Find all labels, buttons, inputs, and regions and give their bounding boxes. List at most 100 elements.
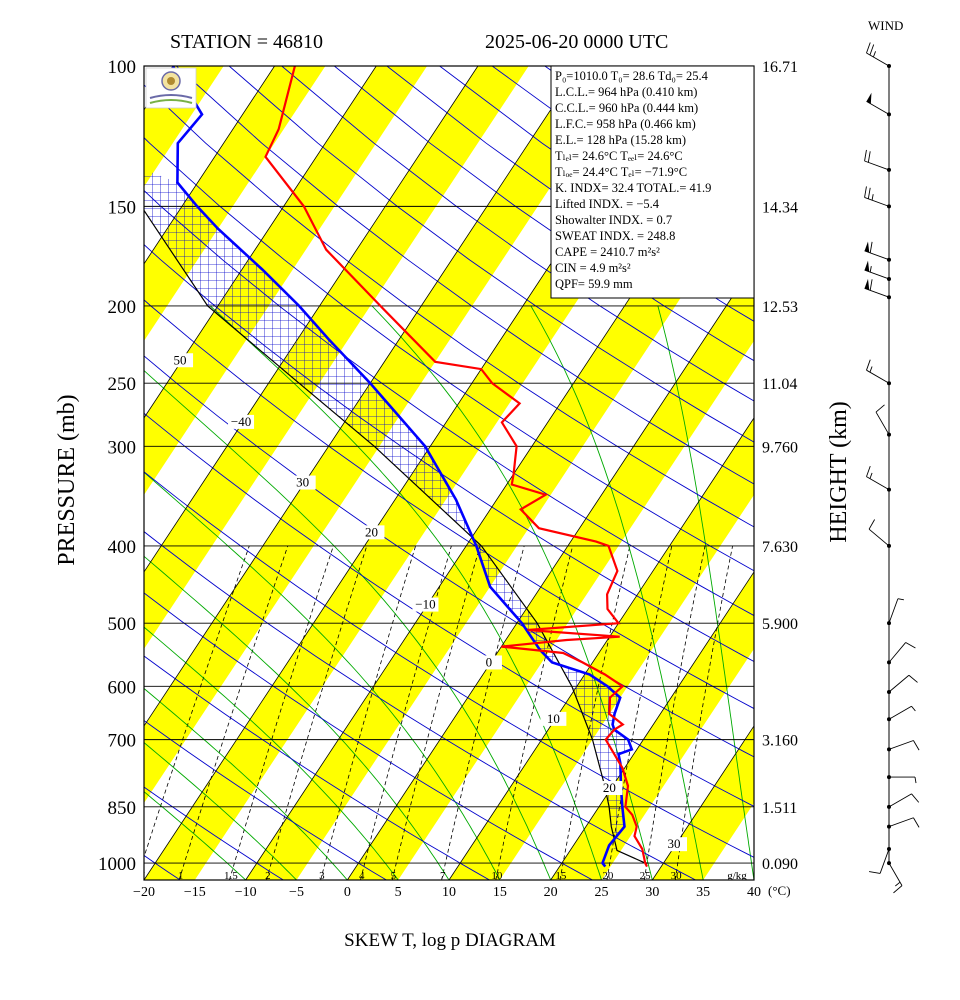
temperature-tick-label: 30 bbox=[645, 885, 659, 900]
wind-barb bbox=[887, 861, 903, 894]
station-title: STATION = 46810 bbox=[170, 31, 323, 53]
wind-barb-shaft bbox=[888, 862, 903, 886]
temp-unit-label: (°C) bbox=[768, 883, 791, 898]
wind-barb bbox=[869, 846, 891, 874]
temperature-tick-label: 40 bbox=[747, 885, 761, 900]
index-line: C.C.L.= 960 hPa (0.444 km) bbox=[555, 101, 698, 115]
wind-barb bbox=[887, 740, 920, 752]
temperature-band bbox=[144, 66, 428, 495]
isotherm-line bbox=[651, 725, 754, 880]
mixing-ratio-line bbox=[360, 545, 452, 880]
wind-barb-shaft bbox=[864, 160, 890, 171]
dry-adiabat bbox=[176, 66, 754, 485]
index-line: Lifted INDX. = −5.4 bbox=[555, 197, 660, 211]
isotherm-label: 20 bbox=[603, 780, 616, 795]
temperature-labels: −20 −15 −10 −5 0 5 10 15 20 25 30 35 40 bbox=[133, 885, 761, 900]
mixing-ratio-label: 10 bbox=[491, 870, 503, 882]
moist-adiabat bbox=[144, 791, 247, 880]
temperature-tick-label: −20 bbox=[133, 885, 155, 900]
wind-barb bbox=[868, 519, 891, 548]
height-label: 16.71 bbox=[762, 59, 798, 76]
moist-adiabat bbox=[144, 687, 348, 880]
temperature-tick-label: 10 bbox=[442, 885, 456, 900]
wind-barb-flag bbox=[866, 92, 872, 104]
height-label: 3.160 bbox=[762, 733, 798, 750]
wind-barb-half-feather bbox=[911, 705, 916, 712]
wind-barb bbox=[864, 278, 891, 300]
isotherm-label-bg bbox=[412, 597, 439, 612]
dry-adiabat bbox=[144, 189, 754, 617]
isotherm-label: −80 bbox=[0, 166, 8, 181]
wind-barb-feather bbox=[868, 519, 876, 530]
temperature-tick-label: 25 bbox=[595, 885, 609, 900]
temperature-tick-label: −15 bbox=[184, 885, 206, 900]
index-line: QPF= 59.9 mm bbox=[555, 277, 633, 291]
indices-box: P₀=1010.0 T₀= 28.6 Td₀= 25.4 L.C.L.= 964 … bbox=[550, 65, 755, 299]
wind-barb bbox=[887, 674, 918, 694]
dry-adiabat bbox=[144, 719, 387, 880]
mixing-ratio-label: 15 bbox=[555, 870, 567, 882]
isotherm-label-bg bbox=[289, 475, 316, 490]
parcel-curve bbox=[144, 209, 646, 864]
wind-barb bbox=[866, 92, 891, 117]
pressure-label: 250 bbox=[108, 374, 137, 395]
temperature-tick-label: 5 bbox=[395, 885, 402, 900]
isotherm-label: 30 bbox=[296, 475, 309, 490]
pressure-label: 850 bbox=[108, 798, 137, 819]
moist-adiabat bbox=[144, 555, 450, 880]
wind-barb-shaft bbox=[888, 793, 912, 808]
wind-barb-shaft bbox=[888, 740, 914, 750]
wind-barb-feather bbox=[913, 817, 920, 828]
mixing-ratio-lines bbox=[144, 545, 733, 880]
pressure-label: 200 bbox=[108, 297, 137, 318]
wind-barb-half-feather bbox=[872, 51, 876, 58]
wind-barb-feather bbox=[864, 149, 867, 162]
isotherm-label: 50 bbox=[174, 352, 187, 367]
isotherm-label: 30 bbox=[668, 836, 681, 851]
wind-barb-shaft bbox=[888, 674, 910, 693]
dry-adiabat bbox=[144, 299, 754, 710]
wind-barb-shaft bbox=[875, 411, 890, 435]
index-line: Tₗₒₑ= 24.4°C Tₑₗ= −71.9°C bbox=[555, 165, 687, 179]
isotherm-line bbox=[753, 879, 754, 880]
height-labels: 16.71 14.34 12.53 11.04 9.760 7.630 5.900 3.160… bbox=[762, 59, 798, 873]
wind-barb bbox=[864, 186, 891, 209]
wind-barb-flag bbox=[864, 241, 870, 253]
height-axis-label: HEIGHT (km) bbox=[826, 401, 852, 543]
pressure-label: 700 bbox=[108, 731, 137, 752]
mixing-ratio-label: 1 bbox=[178, 870, 184, 882]
height-label: 7.630 bbox=[762, 539, 798, 556]
isotherm-line bbox=[144, 66, 377, 419]
wind-barb-shaft bbox=[866, 52, 890, 67]
isotherm-label-bg bbox=[47, 227, 73, 241]
wind-barb-feather bbox=[864, 186, 867, 198]
wind-barb-shaft bbox=[868, 528, 890, 547]
wind-barb-half-feather bbox=[914, 777, 917, 784]
wind-barb-feather bbox=[913, 740, 920, 751]
wind-barb bbox=[864, 260, 891, 281]
wind-barb-feather bbox=[869, 241, 873, 253]
index-line: E.L.= 128 hPa (15.28 km) bbox=[555, 133, 686, 147]
moist-adiabats bbox=[144, 305, 754, 880]
wind-barb-feather bbox=[866, 359, 871, 371]
wind-barb-shaft bbox=[879, 848, 890, 874]
pressure-label: 400 bbox=[108, 537, 137, 558]
pressure-label: 500 bbox=[108, 614, 137, 635]
wind-barb-feather bbox=[866, 42, 871, 54]
mixing-ratio-label: 30 bbox=[671, 870, 683, 882]
wind-barb-feather bbox=[908, 674, 918, 683]
temperature-band bbox=[144, 66, 326, 341]
index-line: CIN = 4.9 m²s² bbox=[555, 261, 631, 275]
height-label: 1.511 bbox=[762, 800, 797, 817]
isotherm-label-bg bbox=[596, 781, 623, 796]
dry-adiabat bbox=[144, 592, 593, 880]
isotherm-label-bg bbox=[167, 353, 194, 368]
mixing-ratio-line bbox=[441, 545, 525, 880]
isotherm-label: 10 bbox=[547, 711, 560, 726]
wind-barb-flag bbox=[864, 278, 870, 291]
wind-barb-shaft bbox=[866, 369, 890, 384]
height-label: 12.53 bbox=[762, 299, 798, 316]
wind-barb-feather bbox=[911, 793, 920, 803]
